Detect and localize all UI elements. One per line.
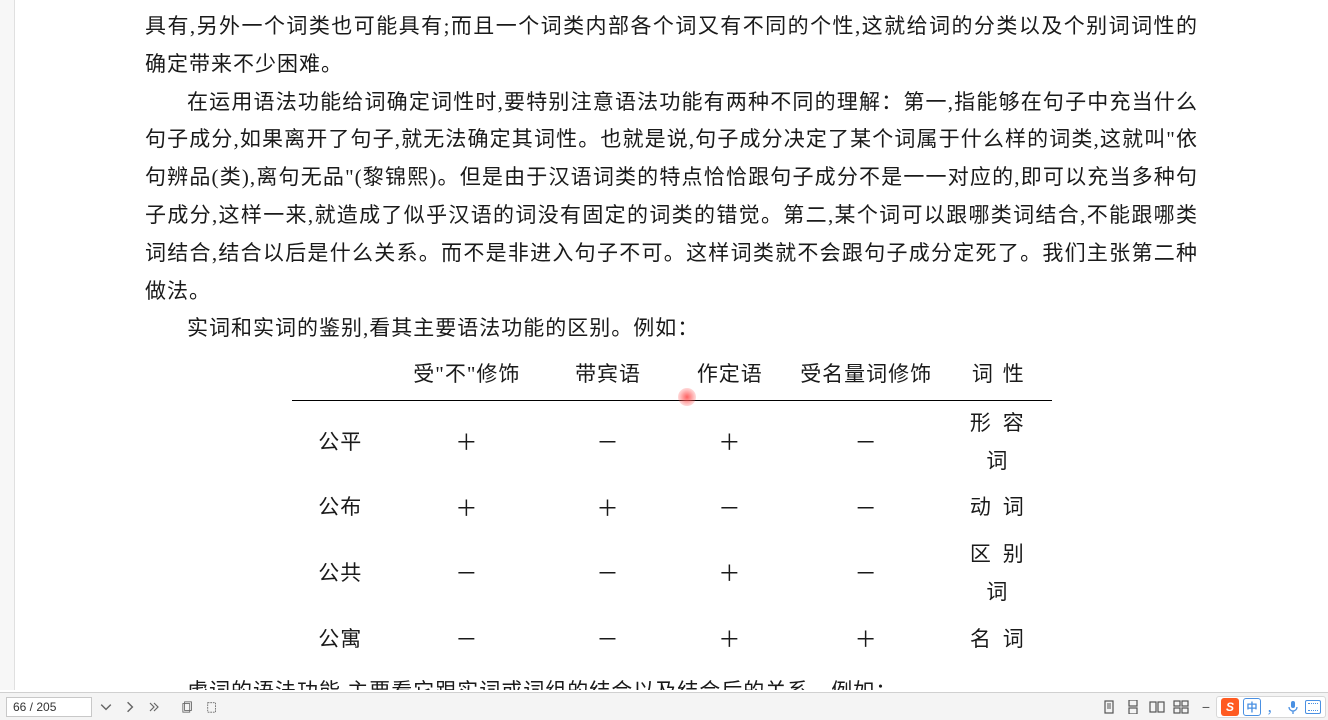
view-two-page-icon[interactable] bbox=[1146, 697, 1168, 717]
table-row: 公平 ＋ － ＋ － 形容词 bbox=[292, 401, 1052, 485]
table-row: 公布 ＋ ＋ － － 动词 bbox=[292, 485, 1052, 533]
cell: － bbox=[545, 620, 672, 660]
cell: － bbox=[389, 554, 545, 594]
copy-page-icon[interactable] bbox=[178, 697, 198, 717]
cell: － bbox=[788, 423, 944, 463]
table-header-row: 受"不"修饰 带宾语 作定语 受名量词修饰 词性 bbox=[292, 356, 1052, 401]
cell: ＋ bbox=[389, 489, 545, 529]
cell: － bbox=[545, 554, 672, 594]
page-dropdown-icon[interactable] bbox=[96, 697, 116, 717]
next-page-icon[interactable] bbox=[120, 697, 140, 717]
row-label: 公共 bbox=[292, 555, 389, 593]
table-row: 公寓 － － ＋ ＋ 名词 bbox=[292, 616, 1052, 664]
row-label: 公平 bbox=[292, 424, 389, 462]
status-bar: 66 / 205 − bbox=[0, 692, 1328, 720]
cell-pos: 名词 bbox=[944, 621, 1051, 659]
new-page-icon[interactable] bbox=[202, 697, 222, 717]
cell-pos: 动词 bbox=[944, 489, 1051, 527]
table-header-col4: 受名量词修饰 bbox=[788, 356, 944, 394]
document-page: 具有,另外一个词类也可能具有;而且一个词类内部各个词又有不同的个性,这就给词的分… bbox=[14, 0, 1328, 690]
cell-pos: 区别词 bbox=[944, 536, 1051, 612]
row-label: 公寓 bbox=[292, 621, 389, 659]
cell: ＋ bbox=[545, 489, 672, 529]
ime-keyboard-icon[interactable] bbox=[1305, 699, 1321, 715]
cell: － bbox=[545, 423, 672, 463]
cell: ＋ bbox=[671, 620, 788, 660]
table-header-col2: 带宾语 bbox=[545, 356, 672, 394]
view-grid-icon[interactable] bbox=[1170, 697, 1192, 717]
row-label: 公布 bbox=[292, 489, 389, 527]
table-header-col1: 受"不"修饰 bbox=[389, 356, 545, 394]
cell: ＋ bbox=[389, 423, 545, 463]
last-page-icon[interactable] bbox=[144, 697, 164, 717]
ime-logo-icon[interactable]: S bbox=[1221, 698, 1239, 716]
cell: － bbox=[788, 554, 944, 594]
pos-table: 受"不"修饰 带宾语 作定语 受名量词修饰 词性 公平 ＋ － ＋ － 形容词 … bbox=[292, 356, 1052, 663]
cell: ＋ bbox=[788, 620, 944, 660]
ime-toolbar[interactable]: S 中 ， bbox=[1216, 696, 1326, 718]
ime-language-toggle[interactable]: 中 bbox=[1243, 698, 1261, 716]
table-header-col5: 词性 bbox=[944, 356, 1051, 394]
paragraph-4: 虚词的语法功能,主要看它跟实词或词组的结合以及结合后的关系。例如： bbox=[145, 673, 1198, 690]
cell: ＋ bbox=[671, 423, 788, 463]
page-number-input[interactable]: 66 / 205 bbox=[6, 697, 92, 717]
zoom-out-button[interactable]: − bbox=[1202, 699, 1210, 715]
paragraph-1: 具有,另外一个词类也可能具有;而且一个词类内部各个词又有不同的个性,这就给词的分… bbox=[145, 8, 1198, 84]
cell: － bbox=[788, 489, 944, 529]
paragraph-2: 在运用语法功能给词确定词性时,要特别注意语法功能有两种不同的理解：第一,指能够在… bbox=[145, 84, 1198, 311]
table-header-col3: 作定语 bbox=[671, 356, 788, 394]
ime-punctuation-toggle[interactable]: ， bbox=[1265, 699, 1281, 715]
cell: － bbox=[389, 620, 545, 660]
cell: ＋ bbox=[671, 554, 788, 594]
cell: － bbox=[671, 489, 788, 529]
cell-pos: 形容词 bbox=[944, 405, 1051, 481]
table-row: 公共 － － ＋ － 区别词 bbox=[292, 532, 1052, 616]
view-continuous-icon[interactable] bbox=[1122, 697, 1144, 717]
ime-mic-icon[interactable] bbox=[1285, 699, 1301, 715]
paragraph-3: 实词和实词的鉴别,看其主要语法功能的区别。例如： bbox=[145, 310, 1198, 348]
left-gutter bbox=[0, 0, 14, 690]
view-single-page-icon[interactable] bbox=[1098, 697, 1120, 717]
